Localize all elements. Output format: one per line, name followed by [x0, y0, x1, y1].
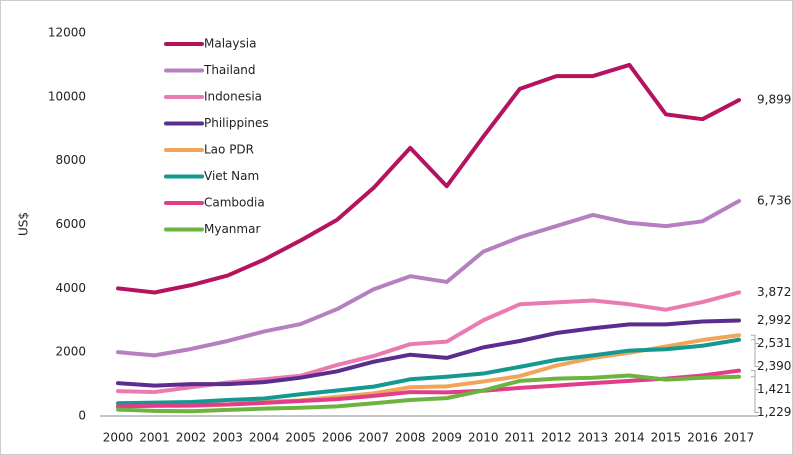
- x-tick-label: 2003: [212, 431, 243, 445]
- y-tick-label: 6000: [55, 217, 86, 231]
- x-tick-label: 2009: [431, 431, 462, 445]
- legend-label: Indonesia: [204, 90, 262, 104]
- line: [116, 199, 741, 358]
- y-axis-label: US$: [17, 212, 31, 236]
- x-tick-label: 2004: [249, 431, 280, 445]
- x-tick-label: 2005: [285, 431, 316, 445]
- legend-label: Thailand: [203, 63, 256, 77]
- x-tick-label: 2010: [468, 431, 499, 445]
- x-tick-label: 2006: [322, 431, 353, 445]
- leader: [751, 339, 759, 368]
- legend-label: Lao PDR: [204, 143, 254, 157]
- x-tick-label: 2017: [724, 431, 755, 445]
- y-tick-label: 10000: [48, 89, 86, 103]
- x-tick-label: 2012: [541, 431, 572, 445]
- x-tick-label: 2000: [103, 431, 134, 445]
- legend-label: Cambodia: [204, 196, 265, 210]
- x-tick-label: 2008: [395, 431, 426, 445]
- x-tick-label: 2001: [139, 431, 170, 445]
- y-tick-label: 12000: [48, 26, 86, 40]
- value-label: 1,421: [757, 382, 791, 396]
- leader: [751, 376, 759, 414]
- legend-label: Viet Nam: [204, 169, 259, 183]
- x-tick-label: 2016: [687, 431, 718, 445]
- x-tick-label: 2002: [176, 431, 207, 445]
- y-tick-label: 8000: [55, 153, 86, 167]
- y-tick-label: 4000: [55, 281, 86, 295]
- value-label: 9,899: [757, 93, 791, 107]
- value-label: 3,872: [757, 285, 791, 299]
- x-tick-label: 2015: [651, 431, 682, 445]
- x-tick-label: 2007: [358, 431, 389, 445]
- value-label: 1,229: [757, 405, 791, 419]
- line: [116, 373, 741, 414]
- value-label: 2,531: [757, 336, 791, 350]
- x-tick-label: 2011: [505, 431, 536, 445]
- value-label: 2,390: [757, 359, 791, 373]
- legend-label: Myanmar: [204, 222, 260, 236]
- line: [116, 62, 741, 295]
- value-label: 2,992: [757, 313, 791, 327]
- legend-label: Malaysia: [204, 37, 256, 51]
- value-label: 6,736: [757, 194, 791, 208]
- line: [116, 318, 741, 388]
- y-tick-label: 0: [78, 409, 86, 423]
- x-tick-label: 2013: [578, 431, 609, 445]
- x-tick-label: 2014: [614, 431, 645, 445]
- y-tick-label: 2000: [55, 345, 86, 359]
- line: [116, 337, 741, 406]
- line: [116, 368, 741, 409]
- legend-label: Philippines: [204, 116, 269, 130]
